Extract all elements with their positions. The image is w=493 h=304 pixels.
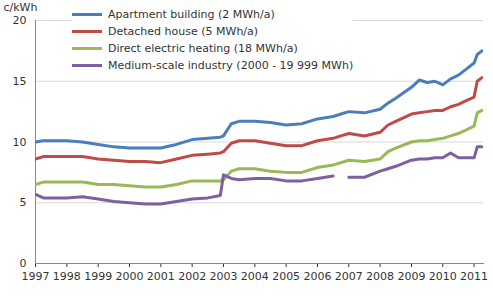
svg-text:0: 0	[20, 257, 27, 270]
html-text:Detached house (5 MWh/a): Detached house (5 MWh/a)	[108, 25, 259, 38]
html-text:Medium-scale industry (2000 -: Medium-scale industry (2000 - 19 999 MWh…	[108, 59, 354, 72]
svg-text:5: 5	[20, 196, 27, 209]
svg-text:2008: 2008	[366, 270, 394, 283]
svg-text:2001: 2001	[147, 270, 175, 283]
svg-text:2004: 2004	[241, 270, 269, 283]
svg-text:2007: 2007	[335, 270, 363, 283]
svg-text:20: 20	[13, 14, 27, 27]
svg-text:15: 15	[13, 75, 27, 88]
svg-text:1998: 1998	[53, 270, 81, 283]
html-text:Apartment building (2 MWh/a): Apartment building (2 MWh/a)	[108, 8, 275, 21]
svg-text:2006: 2006	[303, 270, 331, 283]
svg-text:2005: 2005	[272, 270, 300, 283]
svg-text:2011: 2011	[460, 270, 488, 283]
svg-text:2002: 2002	[178, 270, 206, 283]
svg-text:1999: 1999	[84, 270, 112, 283]
html-text:Direct electric heating (18 MW: Direct electric heating (18 MWh/a)	[108, 42, 298, 55]
svg-text:2003: 2003	[209, 270, 237, 283]
svg-text:c/kWh: c/kWh	[4, 1, 38, 14]
svg-text:2010: 2010	[429, 270, 457, 283]
svg-text:2000: 2000	[115, 270, 143, 283]
svg-text:1997: 1997	[22, 270, 50, 283]
svg-text:2009: 2009	[397, 270, 425, 283]
svg-text:10: 10	[13, 136, 27, 149]
